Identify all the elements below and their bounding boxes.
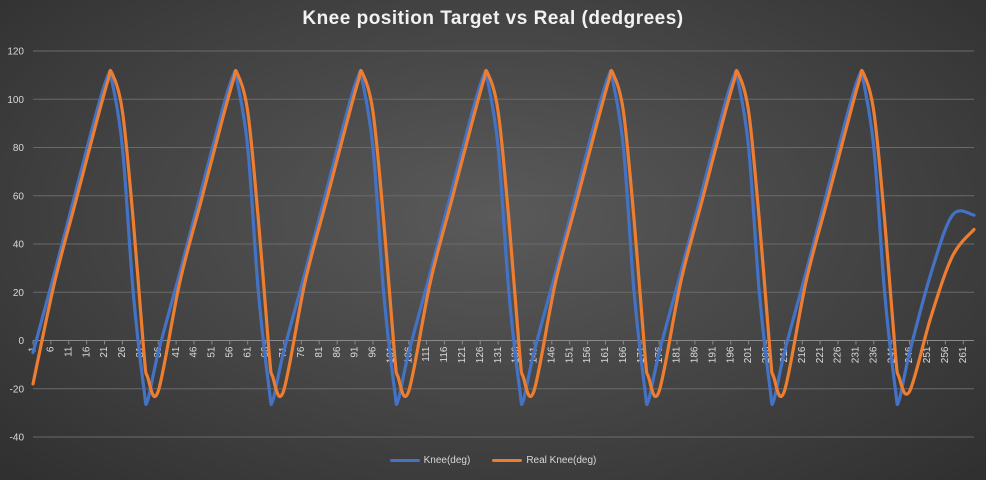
legend-label-real-knee: Real Knee(deg) bbox=[526, 455, 597, 466]
x-tick-label: 196 bbox=[725, 346, 736, 363]
x-tick-label: 191 bbox=[707, 346, 718, 363]
x-tick-label: 146 bbox=[546, 346, 557, 363]
x-tick-label: 56 bbox=[224, 346, 235, 358]
y-tick-label: 0 bbox=[18, 336, 24, 347]
x-tick-label: 236 bbox=[868, 346, 879, 363]
x-tick-label: 11 bbox=[63, 346, 74, 357]
x-tick-label: 116 bbox=[439, 346, 450, 362]
x-tick-label: 51 bbox=[207, 346, 218, 358]
x-tick-label: 96 bbox=[368, 346, 379, 358]
x-tick-label: 186 bbox=[690, 346, 701, 363]
x-tick-label: 256 bbox=[940, 346, 951, 363]
legend-swatch-real-knee bbox=[492, 459, 523, 462]
x-tick-label: 151 bbox=[564, 346, 575, 363]
legend-item-knee: Knee(deg) bbox=[389, 455, 471, 466]
chart-title: Knee position Target vs Real (dedgrees) bbox=[302, 8, 684, 29]
legend-label-knee: Knee(deg) bbox=[423, 455, 471, 466]
legend-swatch-knee bbox=[389, 459, 420, 462]
x-tick-label: 261 bbox=[958, 346, 969, 363]
y-tick-label: 60 bbox=[13, 191, 25, 202]
x-tick-label: 26 bbox=[117, 346, 128, 358]
x-tick-label: 21 bbox=[99, 346, 110, 358]
y-tick-label: 120 bbox=[7, 47, 24, 58]
x-tick-label: 251 bbox=[922, 346, 933, 363]
x-tick-label: 91 bbox=[350, 346, 361, 358]
x-tick-label: 221 bbox=[815, 346, 826, 363]
x-tick-label: 111 bbox=[421, 346, 432, 362]
x-tick-label: 61 bbox=[242, 346, 253, 358]
x-tick-label: 166 bbox=[618, 346, 629, 363]
x-tick-label: 6 bbox=[46, 346, 57, 352]
y-tick-label: 80 bbox=[13, 143, 25, 154]
x-tick-label: 156 bbox=[582, 346, 593, 363]
x-tick-label: 131 bbox=[493, 346, 504, 363]
x-tick-label: 81 bbox=[314, 346, 325, 358]
series-line-real-knee bbox=[31, 68, 976, 399]
x-tick-label: 121 bbox=[457, 346, 468, 363]
y-tick-label: 40 bbox=[13, 240, 25, 251]
x-tick-label: 161 bbox=[600, 346, 611, 363]
x-tick-label: 86 bbox=[332, 346, 343, 358]
x-tick-label: 76 bbox=[296, 346, 307, 358]
x-tick-label: 126 bbox=[475, 346, 486, 363]
series-line-knee bbox=[31, 69, 976, 406]
legend-item-real-knee: Real Knee(deg) bbox=[492, 455, 596, 466]
x-tick-label: 231 bbox=[851, 346, 862, 363]
y-tick-label: 20 bbox=[13, 288, 25, 299]
x-tick-label: 41 bbox=[171, 346, 182, 358]
y-tick-label: 100 bbox=[7, 95, 24, 106]
x-tick-label: 46 bbox=[189, 346, 200, 358]
y-tick-label: -40 bbox=[10, 433, 25, 444]
x-tick-label: 201 bbox=[743, 346, 754, 363]
y-tick-label: -20 bbox=[10, 384, 25, 395]
x-tick-label: 226 bbox=[833, 346, 844, 363]
x-tick-label: 216 bbox=[797, 346, 808, 363]
x-tick-label: 16 bbox=[81, 346, 92, 358]
legend: Knee(deg) Real Knee(deg) bbox=[0, 455, 986, 466]
x-tick-label: 181 bbox=[672, 346, 683, 363]
